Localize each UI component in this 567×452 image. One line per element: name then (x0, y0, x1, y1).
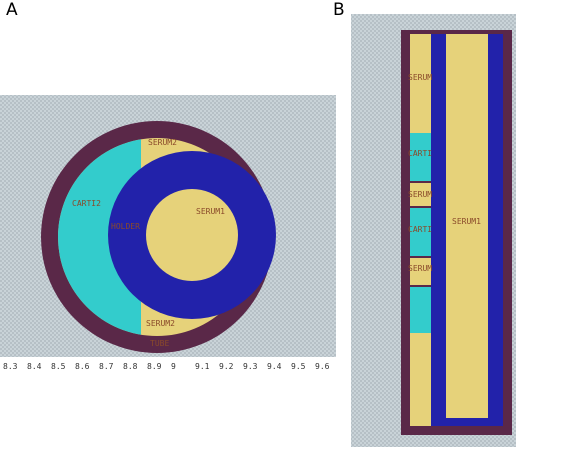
panel-a: SERUM2 CARTI2 HOLDER SERUM1 SERUM2 TUBE … (0, 95, 336, 371)
label-carti2: CARTI2 (72, 199, 101, 208)
panel-a-serum1-core (146, 189, 238, 281)
axis-tick-label: 8.9 (147, 362, 162, 371)
panel-b-separator-3 (410, 256, 431, 258)
axis-tick-label: 8.4 (27, 362, 42, 371)
axis-tick-label: 8.6 (75, 362, 90, 371)
axis-tick-label: 9.2 (219, 362, 234, 371)
panel-label-a: A (6, 0, 18, 20)
panel-b-holder-left (431, 34, 446, 426)
panel-b-holder-right (488, 34, 503, 426)
axis-tick-label: 9 (171, 362, 176, 371)
axis-tick-label: 9.6 (315, 362, 330, 371)
axis-tick-label: 8.7 (99, 362, 114, 371)
x-axis-ticks: 8.3 8.4 8.5 8.6 8.7 8.8 8.9 9 9.1 9.2 9.3 9.4 9.5 9.6 (3, 362, 330, 371)
panel-b-separator-4 (410, 285, 431, 287)
panel-b-separator-1 (410, 181, 431, 183)
label-serum1-b: SERUM1 (452, 217, 481, 226)
panel-b-cartilage-3 (410, 287, 431, 333)
panel-b-cartilage-1 (410, 133, 431, 181)
panel-b-holder-bottom (431, 418, 503, 426)
panel-b-separator-2 (410, 206, 431, 208)
axis-tick-label: 8.8 (123, 362, 138, 371)
label-tube: TUBE (150, 339, 169, 348)
panel-label-b: B (333, 0, 345, 20)
label-serum1-a: SERUM1 (196, 207, 225, 216)
label-carti-b1: CARTI (408, 149, 432, 158)
axis-tick-label: 9.5 (291, 362, 306, 371)
label-serum-b1: SERUM (408, 73, 432, 82)
label-holder: HOLDER (111, 222, 140, 231)
panel-b: SERUM CARTI SERUM CARTI SERUM SERUM1 (351, 14, 516, 447)
axis-tick-label: 8.5 (51, 362, 66, 371)
label-serum2-top: SERUM2 (148, 138, 177, 147)
label-serum2-bottom: SERUM2 (146, 319, 175, 328)
label-serum-b2: SERUM (408, 190, 432, 199)
panel-b-serum1-core (446, 34, 488, 418)
panel-b-cartilage-2 (410, 208, 431, 256)
axis-tick-label: 9.1 (195, 362, 210, 371)
axis-tick-label: 9.3 (243, 362, 258, 371)
label-carti-b2: CARTI (408, 225, 432, 234)
label-serum-b3: SERUM (408, 264, 432, 273)
axis-tick-label: 9.4 (267, 362, 282, 371)
axis-tick-label: 8.3 (3, 362, 18, 371)
